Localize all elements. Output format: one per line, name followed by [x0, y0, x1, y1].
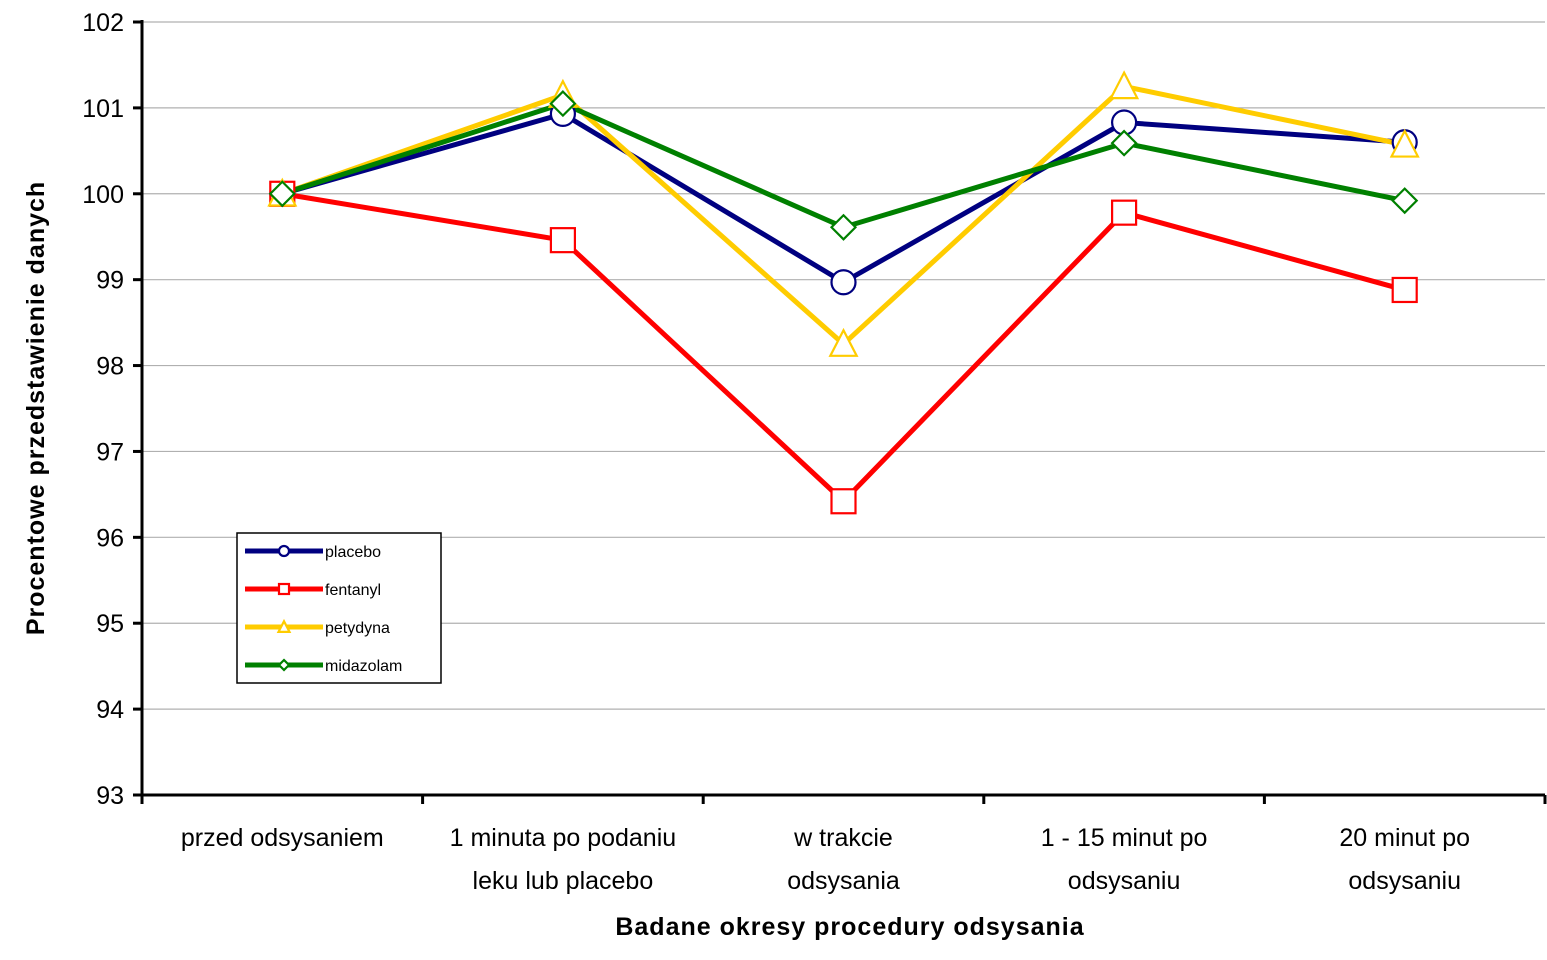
x-tick-label: 1 minuta po podaniu leku lub placebo	[450, 824, 677, 895]
data-point-fentanyl	[1391, 276, 1418, 304]
data-point-fentanyl	[1110, 199, 1138, 226]
series-line-midazolam	[281, 101, 1406, 230]
data-point-fentanyl	[549, 227, 577, 254]
data-point-midazolam	[549, 90, 577, 118]
data-point-placebo	[830, 269, 857, 296]
y-tick-label: 95	[96, 610, 124, 638]
data-point-fentanyl	[830, 488, 857, 515]
data-point-midazolam	[1391, 187, 1419, 215]
y-tick-label: 94	[96, 696, 124, 724]
x-axis-title: Badane okresy procedury odsysania	[615, 913, 1084, 941]
y-tick-label: 98	[96, 353, 124, 381]
legend-label: petydyna	[325, 620, 390, 637]
data-point-midazolam	[829, 213, 858, 241]
y-axis-title: Procentowe przedstawienie danych	[22, 181, 50, 635]
x-tick-label: 1 - 15 minut po odsysaniu	[1041, 824, 1208, 895]
legend-label: midazolam	[325, 658, 402, 675]
legend-marker	[277, 658, 291, 672]
axes	[140, 20, 1545, 797]
data-point-petydyna	[828, 327, 859, 357]
legend-box	[236, 532, 442, 684]
y-tick-label: 100	[82, 181, 124, 209]
data-point-midazolam	[268, 180, 296, 208]
y-axis-ticks: 93 94 95 96 97 98 99 100 101 102	[82, 9, 142, 810]
legend-label: placebo	[325, 544, 381, 561]
legend-marker	[276, 618, 292, 633]
y-tick-label: 102	[82, 9, 124, 37]
x-tick-label: w trakcie odsysania	[787, 824, 900, 895]
data-point-petydyna	[1389, 128, 1420, 158]
y-tick-label: 101	[82, 95, 124, 123]
x-axis-ticks: przed odsysaniem 1 minuta po podaniu leku …	[140, 795, 1547, 895]
y-tick-label: 93	[96, 782, 124, 810]
legend-marker	[277, 582, 291, 596]
series-group	[267, 70, 1420, 515]
data-point-midazolam	[1110, 129, 1138, 157]
data-point-petydyna	[1109, 70, 1140, 100]
x-tick-label: przed odsysaniem	[181, 824, 384, 852]
y-tick-label: 99	[96, 267, 124, 295]
legend: placebo fentanyl petydyna midazolam	[236, 532, 442, 684]
y-tick-label: 96	[96, 524, 124, 552]
legend-marker	[277, 544, 291, 558]
x-tick-label: 20 minut po odsysaniu	[1339, 824, 1470, 895]
y-tick-label: 97	[96, 438, 124, 466]
legend-label: fentanyl	[325, 582, 381, 599]
